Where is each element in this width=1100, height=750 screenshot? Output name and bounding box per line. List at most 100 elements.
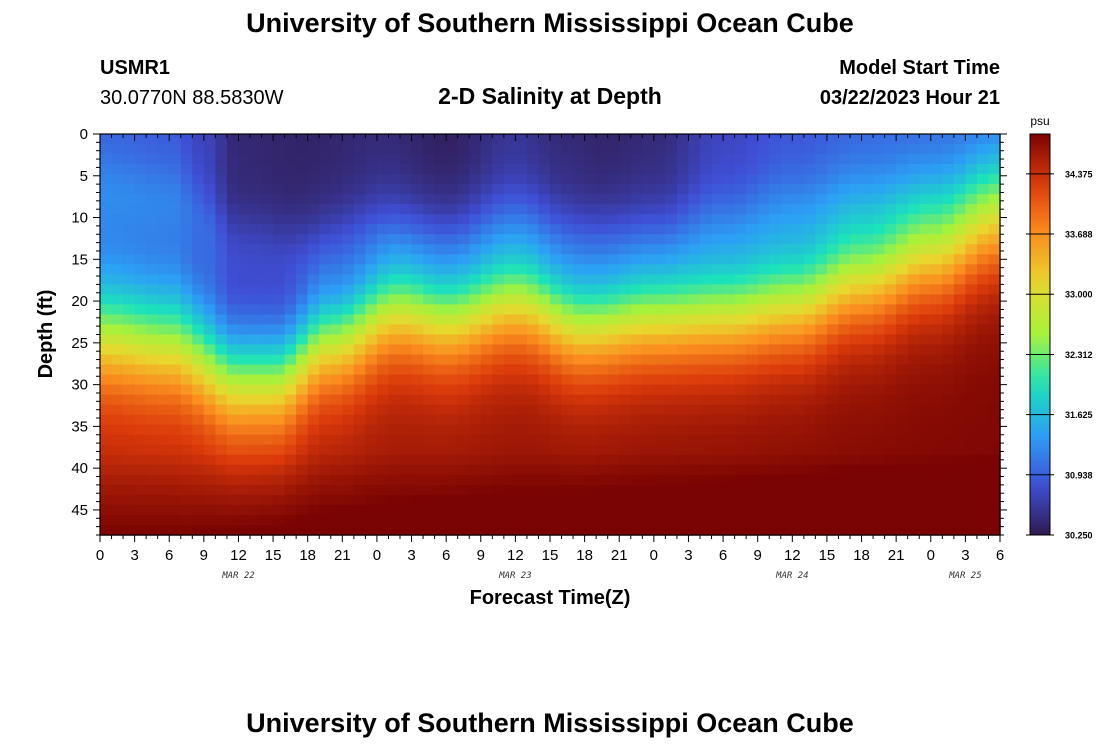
heatmap-cell [653,154,667,165]
heatmap-cell [446,414,459,426]
heatmap-cell [607,194,620,205]
heatmap-cell [446,424,459,436]
heatmap-cell [123,334,136,346]
heatmap-cell [376,274,390,286]
x-tick-label: 15 [819,547,836,564]
heatmap-cell [157,354,170,366]
heatmap-cell [907,214,920,225]
heatmap-cell [676,314,690,326]
heatmap-cell [780,244,794,255]
heatmap-cell [434,364,447,376]
heatmap-cell [630,444,644,456]
heatmap-cell [469,184,482,195]
heatmap-cell [538,264,551,276]
heatmap-cell [965,154,978,165]
heatmap-cell [584,484,597,496]
heatmap-cell [700,134,713,145]
heatmap-cell [480,404,494,416]
heatmap-cell [423,524,436,536]
heatmap-cell [826,384,840,396]
heatmap-cell [330,514,344,526]
heatmap-cell [757,204,770,215]
heatmap-cell [884,404,897,416]
heatmap-cell [838,504,851,516]
heatmap-cell [469,344,482,356]
heatmap-cell [907,304,920,316]
heatmap-cell [238,324,251,336]
heatmap-cell [584,454,597,466]
heatmap-cell [180,204,194,215]
heatmap-cell [757,514,770,526]
heatmap-cell [873,504,886,516]
heatmap-cell [100,374,113,386]
heatmap-cell [169,154,182,165]
heatmap-cell [607,134,620,145]
heatmap-cell [792,394,805,406]
heatmap-cell [942,294,955,306]
heatmap-cell [561,384,574,396]
heatmap-cell [342,464,355,476]
heatmap-cell [492,364,505,376]
heatmap-cell [769,484,782,496]
heatmap-cell [238,504,251,516]
heatmap-cell [169,284,182,296]
heatmap-cell [469,464,482,476]
heatmap-cell [400,294,413,306]
heatmap-cell [746,484,759,496]
heatmap-cell [273,164,286,175]
heatmap-cell [630,224,644,235]
heatmap-cell [688,274,701,286]
heatmap-cell [803,254,817,266]
heatmap-cell [861,384,874,396]
heatmap-cell [815,174,828,185]
heatmap-cell [123,244,136,255]
heatmap-cell [503,374,517,386]
heatmap-cell [688,374,701,386]
heatmap-cell [850,434,863,446]
heatmap-cell [976,294,990,306]
heatmap-cell [307,224,320,235]
heatmap-cell [319,144,332,155]
heatmap-cell [319,384,332,396]
heatmap-cell [388,494,401,506]
heatmap-cell [953,294,967,306]
heatmap-cell [930,384,944,396]
heatmap-cell [919,144,932,155]
heatmap-cell [723,294,736,306]
heatmap-cell [169,504,182,516]
heatmap-cell [861,304,874,316]
heatmap-cell [792,484,805,496]
heatmap-cell [688,514,701,526]
heatmap-cell [146,344,159,356]
heatmap-cell [538,214,551,225]
heatmap-cell [400,354,413,366]
heatmap-cell [526,494,540,506]
heatmap-cell [238,434,251,446]
heatmap-cell [157,494,170,506]
heatmap-cell [365,524,378,536]
heatmap-cell [596,254,609,266]
heatmap-cell [423,314,436,326]
heatmap-cell [723,314,736,326]
heatmap-cell [123,524,136,536]
heatmap-cell [365,164,378,175]
heatmap-cell [838,454,851,466]
heatmap-cell [803,294,817,306]
heatmap-cell [250,134,263,145]
heatmap-cell [492,214,505,225]
heatmap-cell [146,294,159,306]
heatmap-cell [573,484,586,496]
heatmap-cell [203,194,217,205]
heatmap-cell [342,254,355,266]
heatmap-cell [596,174,609,185]
heatmap-cell [919,284,932,296]
heatmap-cell [723,424,736,436]
heatmap-cell [919,254,932,266]
heatmap-cell [411,194,424,205]
heatmap-cell [561,504,574,516]
x-tick-label: 12 [230,547,247,564]
heatmap-cell [365,474,378,486]
heatmap-cell [353,524,367,536]
y-tick-label: 35 [71,418,88,435]
heatmap-cell [238,514,251,526]
